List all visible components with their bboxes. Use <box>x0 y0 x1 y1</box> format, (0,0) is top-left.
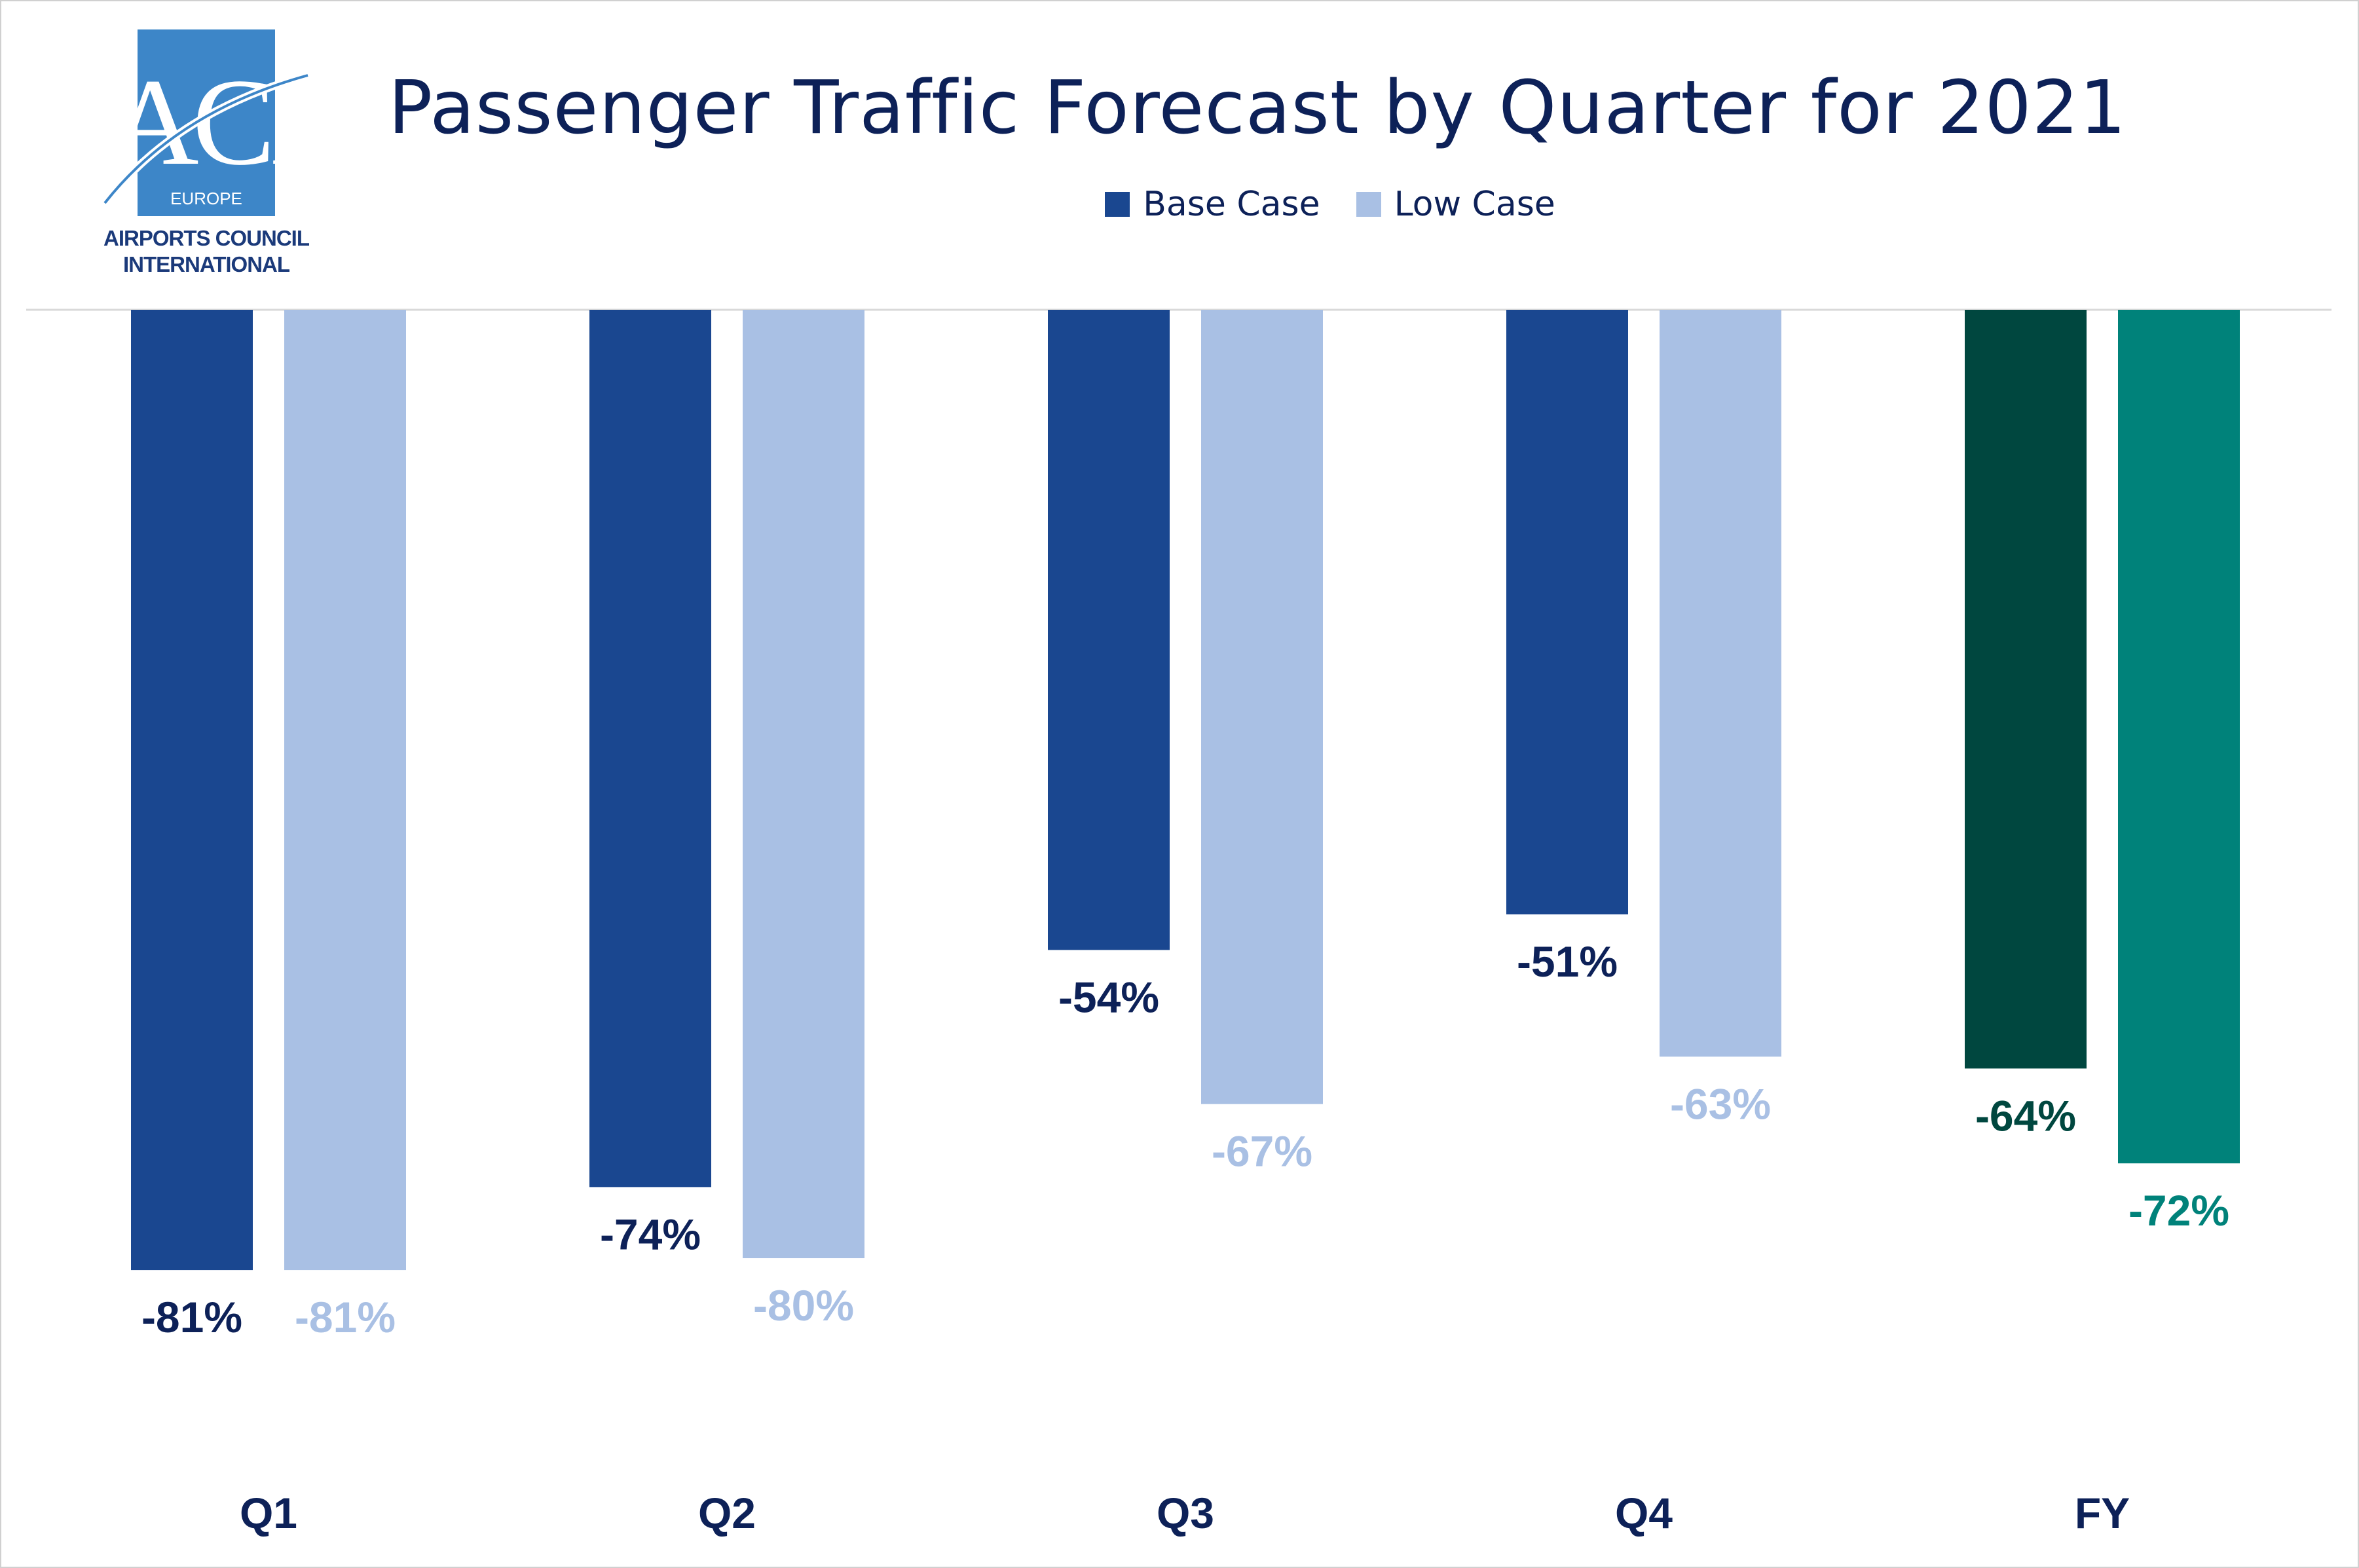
data-label-fy-base: -64% <box>1975 1091 2076 1140</box>
bar-q1-low <box>284 310 406 1271</box>
legend-swatch-base <box>1105 192 1130 217</box>
bar-q4-low <box>1660 310 1781 1057</box>
legend-swatch-low <box>1356 192 1381 217</box>
chart-legend: Base Case Low Case <box>0 185 2359 224</box>
data-label-q2-low: -80% <box>753 1281 854 1330</box>
bar-fy-base <box>1965 310 2087 1069</box>
bar-q3-base <box>1048 310 1170 950</box>
data-label-q2-base: -74% <box>600 1210 701 1258</box>
data-label-q1-low: -81% <box>295 1293 396 1341</box>
data-label-fy-low: -72% <box>2128 1186 2229 1235</box>
category-label-fy: FY <box>2075 1489 2130 1537</box>
legend-item-base-case: Base Case <box>1105 185 1320 224</box>
data-label-q4-low: -63% <box>1670 1079 1771 1128</box>
bar-fy-low <box>2118 310 2240 1164</box>
logo-line1: AIRPORTS COUNCIL <box>103 226 310 250</box>
category-label-q2: Q2 <box>698 1489 756 1537</box>
logo-sub: EUROPE <box>170 189 242 208</box>
legend-label-base: Base Case <box>1143 185 1320 224</box>
bar-q2-base <box>589 310 711 1187</box>
data-label-q4-base: -51% <box>1517 937 1618 986</box>
data-label-q1-base: -81% <box>141 1293 242 1341</box>
logo-line2: INTERNATIONAL <box>122 252 290 276</box>
data-label-q3-base: -54% <box>1058 973 1159 1021</box>
chart-title: Passenger Traffic Forecast by Quarter fo… <box>388 65 2127 151</box>
data-label-q3-low: -67% <box>1212 1127 1312 1176</box>
category-label-q4: Q4 <box>1615 1489 1673 1537</box>
bar-q3-low <box>1201 310 1323 1104</box>
category-label-q3: Q3 <box>1157 1489 1214 1537</box>
legend-item-low-case: Low Case <box>1356 185 1555 224</box>
bar-q2-low <box>743 310 864 1258</box>
svg-text:ACI: ACI <box>109 54 306 191</box>
category-label-q1: Q1 <box>240 1489 297 1537</box>
bar-q1-base <box>131 310 253 1271</box>
legend-label-low: Low Case <box>1394 185 1555 224</box>
aci-logo-mark: ACI EUROPE <box>102 29 312 216</box>
bar-q4-base <box>1506 310 1628 915</box>
aci-europe-logo: ACI EUROPE AIRPORTS COUNCIL INTERNATIONA… <box>98 26 314 288</box>
